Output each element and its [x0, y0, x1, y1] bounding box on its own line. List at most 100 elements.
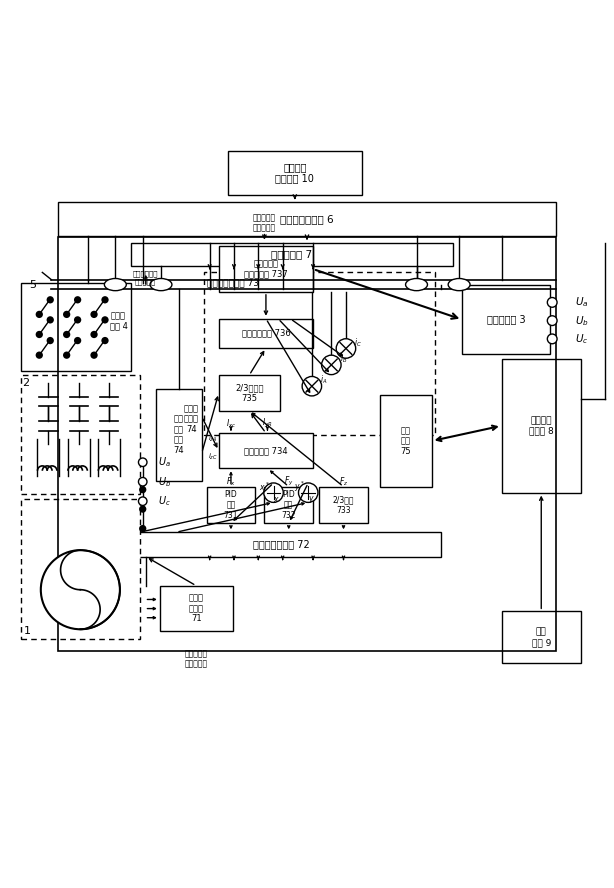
Text: $U_a$: $U_a$: [158, 456, 171, 469]
Bar: [21, 282, 131, 371]
Text: 1: 1: [24, 626, 31, 636]
Circle shape: [336, 338, 356, 358]
Text: 2/3变换
733: 2/3变换 733: [333, 496, 354, 514]
Text: PID
控制
731: PID 控制 731: [223, 490, 238, 519]
Circle shape: [90, 352, 98, 359]
Bar: [219, 246, 313, 292]
Circle shape: [139, 478, 147, 486]
Text: 电磁轴承控制器 73: 电磁轴承控制器 73: [206, 278, 258, 287]
Text: $i_{zA}$: $i_{zA}$: [208, 433, 217, 444]
Circle shape: [264, 483, 283, 503]
Text: $i_B$: $i_B$: [340, 353, 348, 365]
Text: 电机电源
调制控制 10: 电机电源 调制控制 10: [276, 162, 314, 184]
Text: $y^*$: $y^*$: [293, 480, 305, 494]
Circle shape: [47, 297, 54, 304]
Text: $y$: $y$: [308, 495, 314, 505]
Text: 矩阵变接器 3: 矩阵变接器 3: [487, 314, 526, 325]
Ellipse shape: [104, 279, 126, 290]
Circle shape: [298, 483, 318, 503]
Circle shape: [101, 316, 109, 323]
Bar: [319, 487, 368, 523]
Bar: [380, 395, 432, 487]
Bar: [219, 433, 313, 468]
Bar: [58, 202, 556, 236]
Circle shape: [74, 316, 81, 323]
Text: 直流
电源 9: 直流 电源 9: [532, 628, 551, 646]
Bar: [265, 487, 313, 523]
Bar: [160, 586, 233, 631]
Circle shape: [36, 311, 43, 318]
Circle shape: [547, 334, 557, 344]
Circle shape: [101, 297, 109, 304]
Text: 5: 5: [29, 280, 36, 289]
Text: 磁轴承控制电路 6: 磁轴承控制电路 6: [280, 214, 334, 224]
Text: $U_b$: $U_b$: [158, 475, 171, 488]
Circle shape: [74, 337, 81, 345]
Text: 2: 2: [22, 378, 29, 388]
Text: 输入电
流检测
71: 输入电 流检测 71: [188, 594, 204, 623]
Bar: [502, 611, 581, 663]
Text: 轴向
控制
75: 轴向 控制 75: [400, 426, 411, 456]
Text: $F_z$: $F_z$: [339, 475, 348, 488]
Bar: [219, 376, 279, 410]
Bar: [462, 285, 550, 354]
Circle shape: [36, 352, 43, 359]
Text: 径向
通道
处理
74: 径向 通道 处理 74: [174, 415, 184, 455]
Text: PID
控制
732: PID 控制 732: [281, 490, 296, 519]
Text: 电主轴传感
器位移传感: 电主轴传感 器位移传感: [253, 213, 276, 233]
Circle shape: [302, 377, 322, 396]
Text: $F_x$: $F_x$: [226, 475, 236, 488]
Circle shape: [36, 331, 43, 338]
Circle shape: [63, 311, 71, 318]
Bar: [228, 151, 362, 194]
Text: 径向通
道处理
74: 径向通 道处理 74: [184, 404, 199, 434]
Circle shape: [74, 297, 81, 304]
Bar: [156, 389, 202, 480]
Circle shape: [547, 316, 557, 326]
Text: $i_{zC}$: $i_{zC}$: [208, 452, 218, 462]
Bar: [58, 237, 556, 651]
Ellipse shape: [448, 279, 470, 290]
Text: $U_c$: $U_c$: [158, 495, 171, 508]
Text: $U_c$: $U_c$: [575, 332, 588, 345]
Bar: [21, 499, 139, 638]
Text: 内电路计算 734: 内电路计算 734: [244, 446, 288, 456]
Circle shape: [90, 331, 98, 338]
Text: 区间内模式
电流控制器 737: 区间内模式 电流控制器 737: [244, 259, 288, 279]
Text: 2/3散数器
735: 2/3散数器 735: [235, 384, 263, 402]
Circle shape: [139, 497, 147, 505]
Text: $i_C$: $i_C$: [354, 337, 362, 349]
Text: 开关功率
放大器 8: 开关功率 放大器 8: [529, 416, 554, 435]
Circle shape: [139, 505, 146, 512]
Circle shape: [63, 352, 71, 359]
Text: $U_a$: $U_a$: [575, 296, 588, 309]
Circle shape: [547, 297, 557, 307]
Circle shape: [322, 355, 341, 375]
Bar: [21, 376, 139, 494]
Text: $F_y$: $F_y$: [284, 475, 293, 488]
Text: 开关切换逻辑 736: 开关切换逻辑 736: [241, 329, 290, 337]
Circle shape: [101, 337, 109, 345]
Circle shape: [41, 551, 120, 630]
Text: $x$: $x$: [273, 496, 280, 504]
Circle shape: [63, 331, 71, 338]
Text: 电主轴传感器
位移传感器: 电主轴传感器 位移传感器: [133, 271, 158, 285]
Bar: [204, 272, 435, 435]
Text: $x^*$: $x^*$: [259, 480, 270, 493]
Circle shape: [139, 486, 146, 494]
Text: 矩阵变
接器 4: 矩阵变 接器 4: [110, 311, 128, 330]
Bar: [219, 319, 313, 348]
Text: $I_{yR}$: $I_{yR}$: [262, 417, 273, 431]
Circle shape: [139, 525, 146, 532]
Text: $i_A$: $i_A$: [321, 374, 328, 386]
Bar: [206, 487, 255, 523]
Bar: [502, 359, 581, 493]
Circle shape: [139, 458, 147, 466]
Circle shape: [90, 311, 98, 318]
Circle shape: [47, 316, 54, 323]
Ellipse shape: [150, 279, 172, 290]
Text: $U_b$: $U_b$: [575, 313, 589, 328]
Text: 电主轴传感
器位移传感: 电主轴传感 器位移传感: [185, 649, 208, 669]
Bar: [131, 242, 453, 266]
Text: 磁轴承控制电路 72: 磁轴承控制电路 72: [253, 539, 309, 550]
